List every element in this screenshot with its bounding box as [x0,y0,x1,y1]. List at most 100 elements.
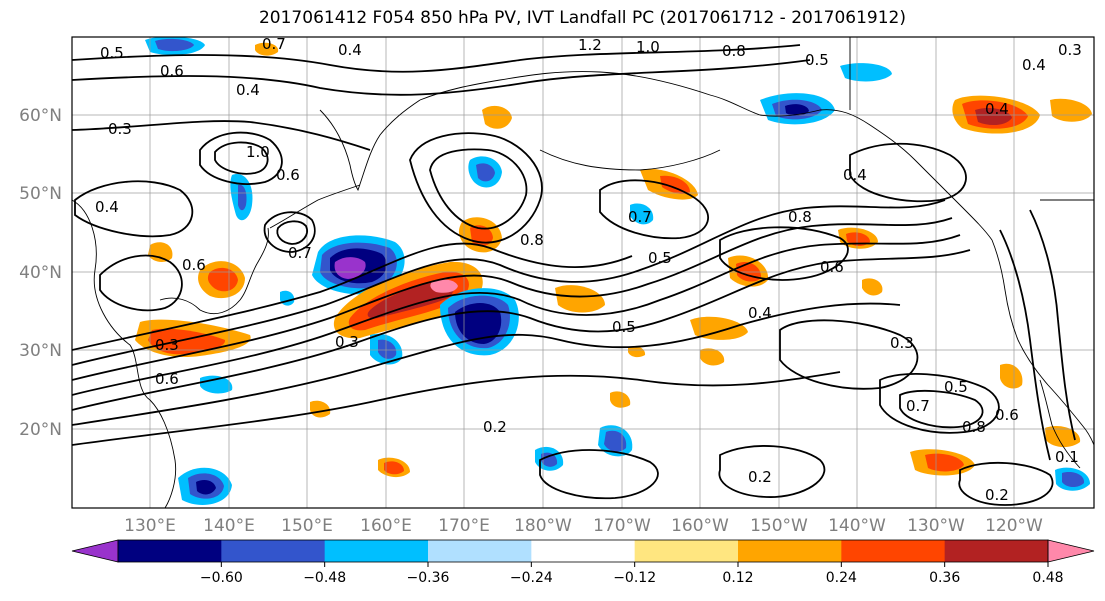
lon-label: 150°W [750,516,808,536]
pv-anomaly-negative [378,339,397,359]
contour-label: 0.3 [335,333,359,351]
contour-label: 0.4 [95,198,119,216]
pv-anomaly-negative [334,257,366,279]
colorbar-segment [118,540,222,562]
contour-label-group: 0.5 0.6 0.7 0.4 1.2 1.0 0.8 0.5 0.4 0.3 … [95,36,1082,504]
contour-label: 0.4 [985,100,1009,118]
contour-line [72,199,946,366]
pv-anomaly-positive [862,278,883,296]
colorbar-segment [841,540,946,562]
contour-line [958,461,1054,506]
lon-label: 150°E [281,516,333,536]
contour-label: 0.3 [890,334,914,352]
lon-label: 170°W [593,516,651,536]
colorbar-tick-label: 0.36 [929,570,960,586]
contour-label: 1.2 [578,36,602,54]
contour-label: 0.4 [236,81,260,99]
pv-anomaly-positive [207,267,238,292]
pv-anomaly-positive [1045,425,1081,448]
colorbar-tick-label: −0.12 [613,570,656,586]
contour-label: 0.7 [906,397,930,415]
colorbar-tick-label: −0.48 [303,570,346,586]
lon-label: 140°E [203,516,255,536]
map-title: 2017061412 F054 850 hPa PV, IVT Landfall… [258,8,906,28]
ivt-contours [72,44,1076,506]
contour-label: 0.3 [108,120,132,138]
pv-anomaly-positive [1000,363,1023,389]
contour-label: 0.7 [288,244,312,262]
contour-line [72,217,953,381]
contour-line [72,302,901,426]
contour-label: 0.6 [182,256,206,274]
contour-line [779,319,919,390]
contour-label: 0.5 [648,249,672,267]
lat-label-20n: 20°N [19,420,62,440]
contour-line [599,179,709,240]
contour-line [718,445,826,498]
contour-line [429,148,528,230]
pv-anomaly-negative [785,104,809,116]
contour-line [199,131,283,185]
pv-anomaly-positive [555,285,605,313]
pv-anomaly-positive [925,453,964,472]
lon-label: 140°W [828,516,886,536]
pv-anomaly-positive [255,42,279,56]
contour-label: 0.4 [338,41,362,59]
colorbar: −0.60 −0.48 −0.36 −0.24 −0.12 0.12 0.24 0.36 0.4… [71,539,1095,586]
map-frame [71,36,1095,509]
contour-label: 0.8 [722,42,746,60]
contour-label: 0.6 [160,62,184,80]
contour-line [539,449,659,500]
colorbar-segment [738,540,842,562]
pv-anomaly-negative [238,184,247,211]
lon-label: 120°W [985,516,1043,536]
graticule [72,37,1094,508]
pv-anomaly-positive [310,400,331,418]
contour-line [849,142,967,203]
colorbar-extend-low [71,539,119,563]
coastline-kurils [269,184,361,229]
map-panel: 0.5 0.6 0.7 0.4 1.2 1.0 0.8 0.5 0.4 0.3 … [72,36,1094,508]
contour-label: 0.5 [944,378,968,396]
lat-label-50n: 50°N [19,184,62,204]
colorbar-extend-high [1047,539,1095,563]
contour-label: 0.2 [483,418,507,436]
pv-anomaly-positive [700,348,725,366]
contour-label: 0.4 [843,166,867,184]
pv-anomaly-positive [690,316,748,340]
contour-label: 0.6 [276,166,300,184]
contour-line [99,254,183,312]
contour-label: 0.3 [155,336,179,354]
contour-line [214,141,269,175]
contour-label: 0.5 [612,318,636,336]
contour-line [72,120,371,151]
pv-anomaly-negative [604,430,627,452]
contour-label: 0.8 [788,208,812,226]
contour-label: 0.6 [995,406,1019,424]
pv-anomaly-positive [628,346,646,358]
pv-anomaly-positive [430,279,458,293]
pv-anomaly-negative [476,163,495,182]
contour-line [879,373,1000,434]
pv-anomaly-negative [840,63,892,82]
colorbar-tick-label: −0.36 [407,570,450,586]
contour-line [719,226,849,281]
colorbar-segment [428,540,532,562]
contour-label: 0.5 [805,51,829,69]
contour-line [72,371,841,446]
lon-label: 170°E [438,516,490,536]
pv-anomaly-negative [630,203,654,225]
contour-line [74,180,194,238]
contour-label: 0.1 [1055,448,1079,466]
coastline-alaska [709,94,993,241]
contour-label: 0.2 [748,468,772,486]
colorbar-tick-label: 0.12 [722,570,753,586]
colorbar-segment [221,540,326,562]
lat-label-60n: 60°N [19,106,62,126]
coastline-aleutians [539,149,721,171]
colorbar-frame [117,539,1049,563]
contour-label: 0.6 [820,258,844,276]
contour-label: 1.0 [636,38,660,56]
contour-label: 0.8 [520,231,544,249]
